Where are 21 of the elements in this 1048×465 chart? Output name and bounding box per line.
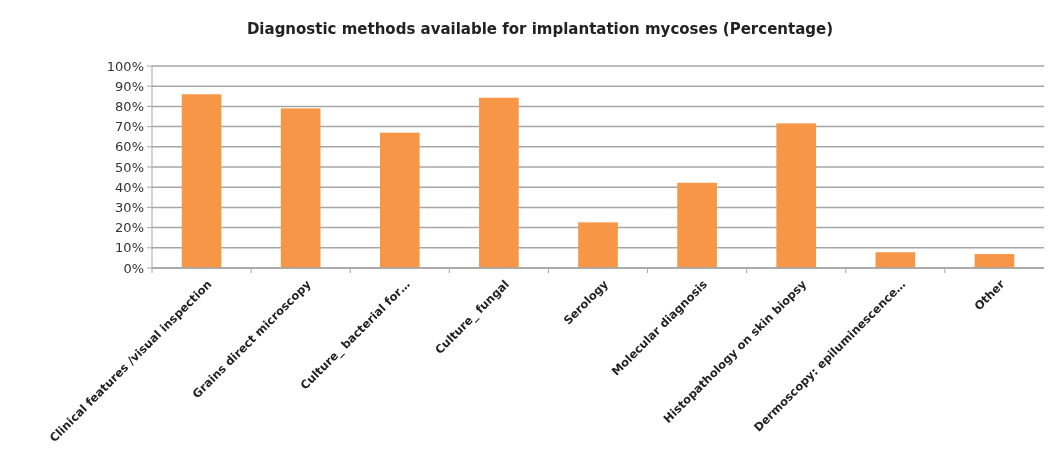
y-tick-label: 20% (115, 220, 144, 236)
y-tick-label: 10% (115, 240, 144, 256)
bar (379, 132, 420, 268)
chart-title: Diagnostic methods available for implantation mycoses (Percentage) (246, 20, 834, 38)
bar (181, 94, 222, 268)
bar (776, 123, 817, 268)
y-tick-label: 90% (115, 78, 144, 94)
y-tick-label: 30% (115, 199, 144, 215)
bar (677, 182, 717, 268)
bar (479, 97, 519, 268)
bar (974, 254, 1015, 268)
y-tick-label: 70% (115, 119, 144, 135)
bar (578, 222, 618, 268)
y-tick-label: 100% (106, 58, 144, 74)
y-tick-label: 50% (115, 159, 144, 175)
y-tick-label: 0% (123, 260, 144, 276)
y-tick-label: 60% (115, 139, 144, 155)
y-tick-label: 80% (115, 98, 144, 114)
bar (280, 108, 321, 268)
bar (875, 252, 916, 268)
y-tick-label: 40% (115, 179, 144, 195)
